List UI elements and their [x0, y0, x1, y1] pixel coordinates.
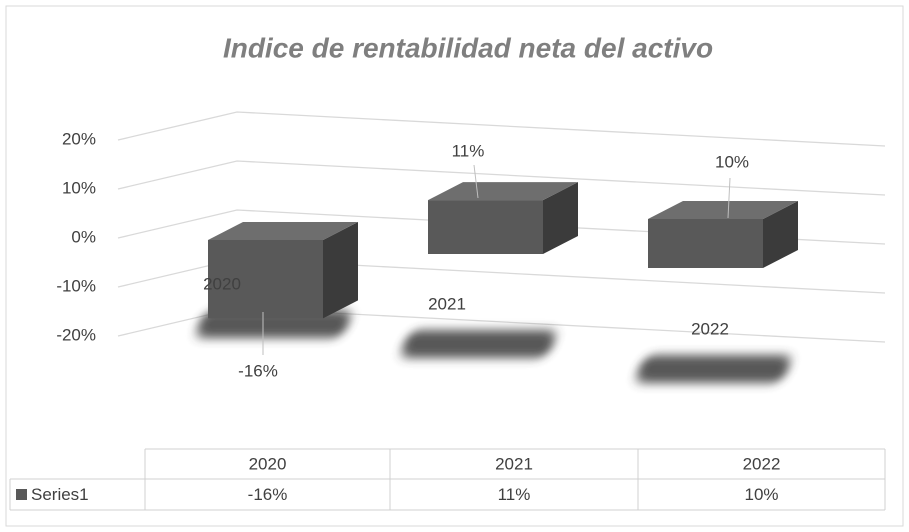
legend-swatch: [16, 489, 27, 500]
table-header: 2022: [743, 454, 781, 473]
bar-front: [208, 240, 323, 319]
x-tick-label: 2021: [428, 294, 466, 313]
leader-line: [473, 164, 479, 199]
data-label: -16%: [238, 361, 278, 380]
chart-border: [5, 5, 904, 527]
table-cell: 11%: [498, 485, 531, 504]
y-tick-label: -10%: [56, 276, 96, 295]
bar-side: [763, 201, 798, 268]
data-label: 10%: [715, 152, 749, 171]
bar-shadow: [402, 330, 556, 358]
table-cell: -16%: [248, 485, 288, 504]
bar-side: [323, 222, 358, 319]
bar-top: [428, 182, 578, 201]
bar-front: [428, 200, 543, 254]
y-tick-label: 0%: [71, 227, 96, 246]
bar-front: [648, 219, 763, 268]
leader-line: [727, 177, 731, 219]
table-header: 2021: [495, 454, 533, 473]
grid-line: [117, 160, 886, 196]
y-tick-label: 10%: [62, 178, 96, 197]
data-label: 11%: [452, 141, 485, 160]
y-tick-label: -20%: [56, 325, 96, 344]
bar-side: [543, 182, 578, 254]
bar-top: [208, 222, 358, 240]
bar: [428, 182, 578, 254]
x-tick-label: 2022: [691, 319, 729, 338]
bar-shadow: [636, 355, 790, 383]
y-tick-label: 20%: [62, 129, 96, 148]
bar: [208, 222, 358, 319]
bar-top: [648, 201, 798, 219]
legend-label: Series1: [31, 485, 89, 504]
chart-title: Indice de rentabilidad neta del activo: [223, 32, 713, 63]
x-tick-label: 2020: [203, 274, 241, 293]
grid-line: [117, 111, 886, 147]
table-header: 2020: [249, 454, 287, 473]
bar: [648, 201, 798, 268]
table-cell: 10%: [744, 485, 778, 504]
